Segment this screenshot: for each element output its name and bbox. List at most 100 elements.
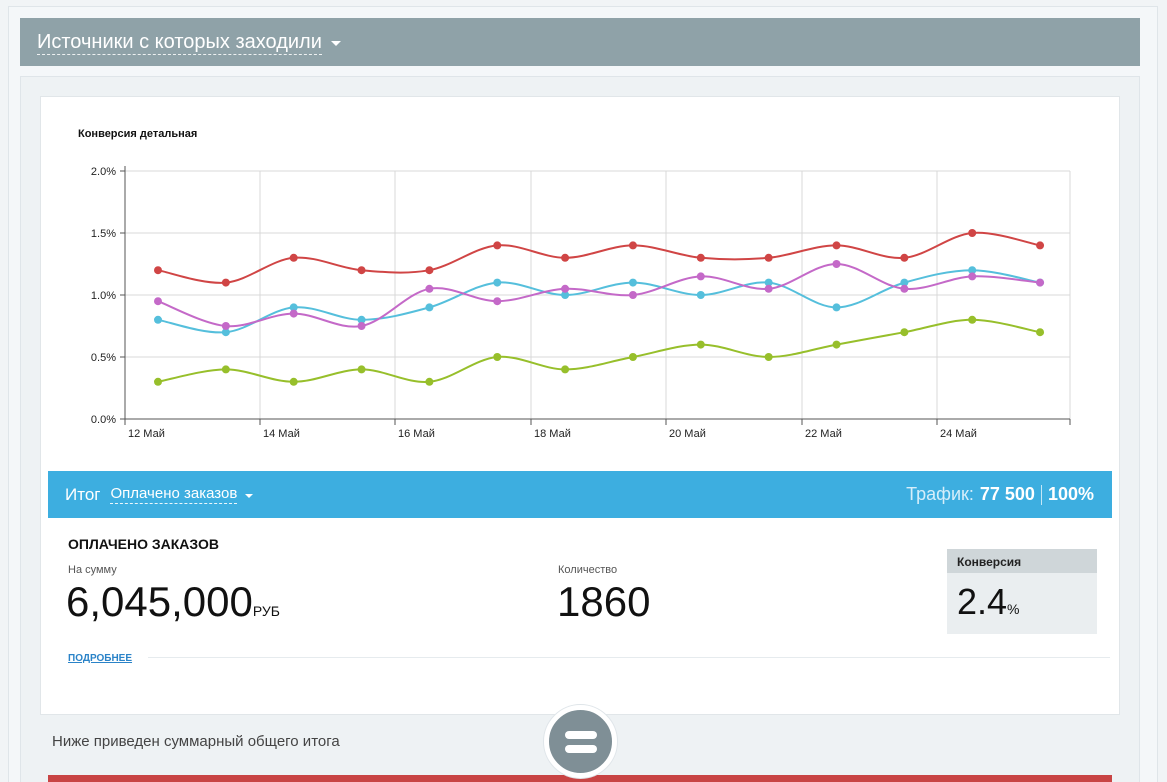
y-tick-label: 2.0% bbox=[91, 166, 116, 178]
more-link[interactable]: ПОДРОБНЕЕ bbox=[68, 653, 133, 664]
traffic-label: Трафик: bbox=[906, 484, 974, 504]
data-point bbox=[493, 278, 502, 287]
traffic-value: 77 500 bbox=[979, 484, 1035, 504]
data-point bbox=[764, 284, 773, 293]
data-point bbox=[832, 303, 841, 312]
y-tick-label: 1.5% bbox=[91, 228, 116, 240]
sum-label: На сумму bbox=[68, 564, 117, 576]
data-point bbox=[154, 377, 162, 386]
chart-title: Конверсия детальная bbox=[78, 128, 197, 140]
chart-points bbox=[154, 229, 1045, 386]
data-point bbox=[968, 229, 977, 237]
data-point bbox=[696, 340, 705, 349]
conversion-value: 2.4% bbox=[947, 573, 1097, 623]
total-metric-dropdown[interactable]: Оплачено заказов bbox=[110, 485, 238, 504]
data-point bbox=[900, 278, 909, 287]
y-tick-label: 0.0% bbox=[91, 414, 116, 426]
data-point bbox=[289, 309, 298, 318]
data-point bbox=[696, 291, 705, 299]
data-point bbox=[968, 272, 977, 281]
data-point bbox=[968, 315, 977, 324]
traffic-summary: Трафик: 77 500 100% bbox=[906, 484, 1094, 505]
traffic-separator bbox=[1040, 484, 1042, 505]
data-point bbox=[1036, 278, 1045, 287]
x-tick-label: 24 Май bbox=[940, 428, 977, 440]
traffic-percent: 100% bbox=[1047, 484, 1094, 504]
data-point bbox=[628, 353, 637, 361]
series-line-0 bbox=[157, 231, 1041, 284]
data-point bbox=[425, 266, 434, 275]
data-point bbox=[425, 303, 434, 312]
x-tick-label: 18 Май bbox=[534, 428, 571, 440]
sum-value: 6,045,000РУБ bbox=[66, 578, 280, 626]
chart-axes: 0.0% 0.5% 1.0% 1.5% 2.0% 12 Май 14 Май 16 Май 18… bbox=[91, 166, 1071, 440]
quantity-value: 1860 bbox=[557, 578, 651, 625]
equals-icon bbox=[564, 744, 597, 753]
conversion-box: Конверсия 2.4% bbox=[947, 549, 1097, 634]
series-line-1 bbox=[157, 269, 1041, 334]
x-tick-label: 20 Май bbox=[669, 428, 706, 440]
x-tick-label: 22 Май bbox=[805, 428, 842, 440]
data-point bbox=[425, 284, 434, 293]
quantity-label: Количество bbox=[558, 564, 618, 576]
x-tick-label: 14 Май bbox=[263, 428, 300, 440]
data-point bbox=[1036, 328, 1045, 337]
data-point bbox=[561, 284, 570, 293]
data-point bbox=[357, 315, 366, 324]
data-point bbox=[493, 241, 502, 250]
data-point bbox=[968, 266, 977, 275]
sources-dropdown[interactable]: Источники с которых заходили bbox=[37, 30, 322, 55]
data-point bbox=[425, 377, 434, 386]
data-point bbox=[832, 241, 841, 250]
caret-down-icon[interactable] bbox=[245, 493, 254, 498]
data-point bbox=[561, 365, 570, 374]
data-point bbox=[493, 297, 502, 306]
data-point bbox=[764, 353, 773, 361]
data-point bbox=[561, 291, 570, 299]
data-point bbox=[289, 303, 298, 312]
total-label: Итог bbox=[65, 484, 101, 504]
conversion-unit: % bbox=[1007, 601, 1020, 617]
equals-button[interactable] bbox=[544, 705, 617, 778]
x-tick-label: 16 Май bbox=[398, 428, 435, 440]
divider bbox=[148, 657, 1110, 658]
chart-card bbox=[40, 96, 1120, 715]
data-point bbox=[561, 253, 570, 262]
data-point bbox=[900, 328, 909, 337]
summary-text: Ниже приведен суммарный общего итога bbox=[52, 733, 340, 750]
conversion-label: Конверсия bbox=[947, 549, 1097, 573]
data-point bbox=[221, 322, 230, 330]
caret-down-icon[interactable] bbox=[330, 40, 341, 46]
data-point bbox=[493, 353, 502, 361]
total-bar: Итог Оплачено заказов Трафик: 77 500 100… bbox=[48, 471, 1112, 518]
conversion-chart: Конверсия детальная 0.0% 0.5% 1.0% 1.5% 2.0%… bbox=[78, 128, 1071, 440]
y-tick-label: 1.0% bbox=[91, 290, 116, 302]
conversion-number: 2.4 bbox=[957, 581, 1008, 622]
data-point bbox=[764, 253, 773, 262]
data-point bbox=[900, 253, 909, 262]
chart-lines bbox=[157, 231, 1041, 383]
series-line-2 bbox=[157, 262, 1041, 328]
x-tick-label: 12 Май bbox=[128, 428, 165, 440]
data-point bbox=[1036, 241, 1045, 250]
equals-icon bbox=[564, 730, 597, 739]
data-point bbox=[832, 260, 841, 268]
data-point bbox=[628, 278, 637, 287]
data-point bbox=[154, 266, 162, 275]
data-point bbox=[357, 365, 366, 374]
data-point bbox=[154, 315, 162, 324]
chart-grid bbox=[125, 170, 1071, 419]
data-point bbox=[154, 297, 162, 306]
sum-unit: РУБ bbox=[252, 603, 280, 619]
data-point bbox=[357, 322, 366, 330]
data-point bbox=[357, 266, 366, 275]
sum-amount: 6,045,000 bbox=[66, 578, 253, 625]
data-point bbox=[289, 253, 298, 262]
data-point bbox=[628, 291, 637, 299]
series-line-3 bbox=[157, 318, 1041, 383]
data-point bbox=[696, 272, 705, 281]
data-point bbox=[628, 241, 637, 250]
data-point bbox=[900, 284, 909, 293]
data-point bbox=[832, 340, 841, 349]
data-point bbox=[289, 377, 298, 386]
